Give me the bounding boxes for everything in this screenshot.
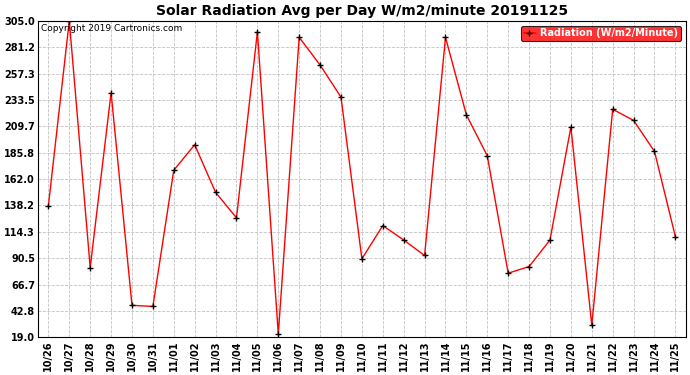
Legend: Radiation (W/m2/Minute): Radiation (W/m2/Minute) xyxy=(521,26,681,41)
Title: Solar Radiation Avg per Day W/m2/minute 20191125: Solar Radiation Avg per Day W/m2/minute … xyxy=(156,4,568,18)
Text: Copyright 2019 Cartronics.com: Copyright 2019 Cartronics.com xyxy=(41,24,182,33)
